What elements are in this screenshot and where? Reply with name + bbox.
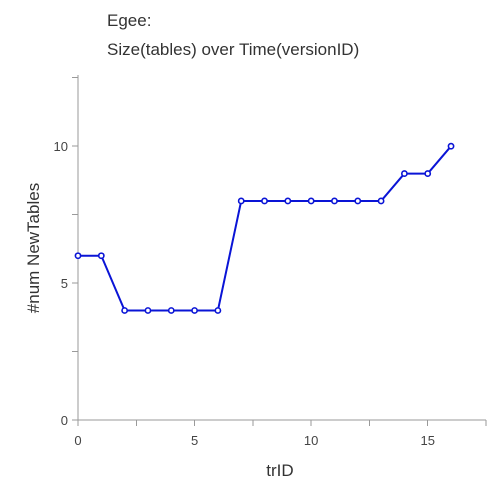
data-point xyxy=(354,197,362,205)
data-point xyxy=(261,197,268,205)
data-point xyxy=(237,197,245,205)
data-point xyxy=(214,307,222,314)
chart-title: Egee: xyxy=(107,11,151,30)
y-tick-label: 10 xyxy=(54,139,68,154)
data-point xyxy=(74,252,82,260)
series-group xyxy=(74,142,455,314)
data-point xyxy=(167,307,175,314)
data-point xyxy=(121,307,129,314)
x-tick-label: 5 xyxy=(191,433,198,448)
x-tick-label: 10 xyxy=(304,433,318,448)
y-tick-label: 0 xyxy=(61,413,68,428)
x-axis-title: trID xyxy=(266,461,293,480)
y-tick-label: 5 xyxy=(61,276,68,291)
series-line xyxy=(78,145,452,312)
data-point xyxy=(377,197,385,205)
data-point xyxy=(400,170,408,177)
data-point xyxy=(191,307,198,314)
data-point xyxy=(447,142,455,150)
data-point xyxy=(307,197,315,205)
x-tick-label: 0 xyxy=(74,433,81,448)
x-tick-label: 15 xyxy=(420,433,434,448)
data-point xyxy=(331,197,338,205)
data-point xyxy=(284,197,292,205)
axis-ticks: 0 5 10 0 5 10 15 xyxy=(54,77,487,448)
data-point xyxy=(144,307,152,314)
chart-subtitle: Size(tables) over Time(versionID) xyxy=(107,40,359,59)
data-point xyxy=(97,252,105,260)
y-axis-title: #num NewTables xyxy=(24,183,43,313)
data-point xyxy=(424,170,432,177)
axes xyxy=(77,75,486,421)
